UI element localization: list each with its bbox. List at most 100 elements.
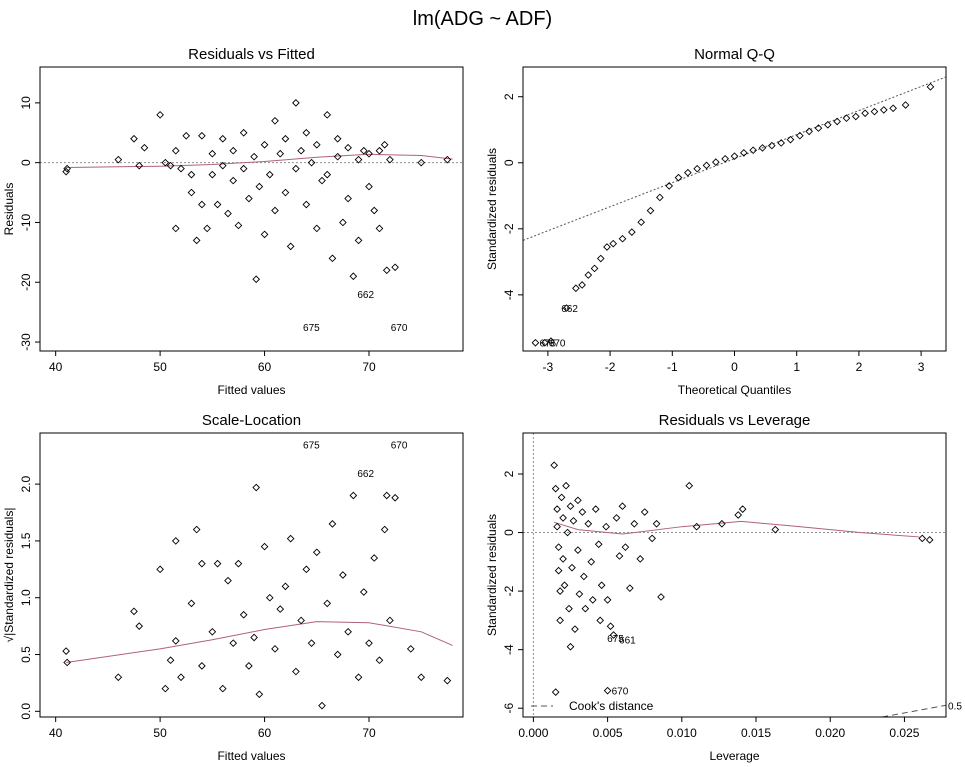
data-point [370, 206, 379, 215]
data-point [135, 161, 144, 170]
y-tick-label: 2.0 [19, 475, 33, 492]
data-point [609, 239, 618, 248]
data-point [312, 140, 321, 149]
data-point [382, 491, 391, 500]
data-point [566, 502, 575, 511]
x-tick-label: 40 [49, 726, 63, 740]
data-point [417, 158, 426, 167]
x-axis-label: Fitted values [217, 749, 285, 763]
data-point [870, 107, 879, 116]
data-point [380, 525, 389, 534]
x-tick-label: 3 [918, 360, 925, 374]
outlier-label: 670 [549, 339, 566, 350]
smoother-line [66, 621, 453, 663]
data-point [229, 176, 238, 185]
data-point [192, 236, 201, 245]
data-point [224, 576, 232, 585]
data-point [738, 505, 747, 513]
data-point [171, 637, 180, 645]
data-point [292, 164, 300, 173]
data-point [554, 566, 563, 575]
data-point [749, 146, 757, 155]
data-point [861, 109, 869, 118]
data-point [359, 588, 368, 596]
plot-area: 675 670 662 [62, 440, 453, 710]
data-point [580, 572, 588, 581]
data-point [297, 616, 305, 625]
data-point [375, 656, 384, 665]
x-axis-label: Leverage [709, 749, 759, 763]
x-tick-label: 0.000 [518, 726, 548, 740]
data-point [926, 82, 935, 91]
y-tick-label: -4 [502, 289, 516, 300]
data-point [851, 112, 860, 121]
data-point [250, 152, 258, 161]
data-point [245, 662, 253, 670]
data-point [349, 272, 358, 281]
data-point [218, 684, 227, 693]
x-tick-label: 40 [49, 360, 63, 374]
x-tick-label: 1 [793, 360, 800, 374]
data-point [554, 543, 563, 552]
data-point [171, 537, 180, 545]
y-tick-label: 2 [502, 93, 516, 100]
data-point [156, 110, 164, 119]
x-tick-label: 0.005 [593, 726, 623, 740]
x-tick-label: 50 [153, 726, 167, 740]
y-tick-label: 0.0 [19, 703, 33, 720]
data-point [198, 559, 206, 568]
data-point [556, 616, 564, 625]
data-point [281, 582, 290, 591]
data-point [566, 642, 575, 651]
data-point [255, 182, 264, 191]
data-point [328, 520, 337, 528]
x-tick-label: 70 [362, 360, 376, 374]
data-point [171, 146, 180, 155]
outlier-label: 670 [612, 687, 629, 698]
data-point [114, 155, 123, 164]
data-point [312, 224, 321, 233]
data-point [565, 604, 573, 613]
panel-title: Scale-Location [202, 412, 301, 429]
outlier-label: 661 [619, 635, 636, 646]
data-point [637, 218, 646, 227]
data-point [354, 673, 363, 682]
data-point [626, 584, 634, 593]
data-point [323, 170, 332, 179]
data-point [889, 104, 897, 113]
data-point [563, 528, 572, 537]
data-point [213, 559, 222, 568]
data-point [198, 662, 206, 670]
outlier-label: 675 [539, 339, 556, 350]
data-point [245, 194, 253, 203]
data-point [292, 667, 300, 676]
data-point [260, 230, 269, 239]
data-point [652, 519, 661, 528]
data-point [569, 516, 578, 525]
data-point [557, 493, 566, 502]
plot-frame [522, 66, 947, 352]
data-point [318, 701, 326, 710]
smoother-line [66, 153, 453, 168]
data-point [198, 131, 206, 140]
legend-label: Cook's distance [569, 699, 654, 713]
data-point [135, 622, 144, 630]
data-point [365, 182, 373, 191]
data-point [597, 581, 606, 590]
data-point [925, 536, 934, 544]
data-point [380, 140, 389, 149]
data-point [252, 483, 261, 492]
data-point [553, 505, 561, 513]
data-point [578, 281, 586, 289]
data-point [166, 656, 175, 665]
x-tick-label: 0.015 [741, 726, 771, 740]
outlier-label: 662 [357, 290, 374, 301]
data-point [323, 110, 332, 119]
plot-frame [522, 432, 947, 718]
data-point [574, 496, 582, 505]
data-point [795, 131, 804, 140]
x-tick-label: 2 [856, 360, 863, 374]
